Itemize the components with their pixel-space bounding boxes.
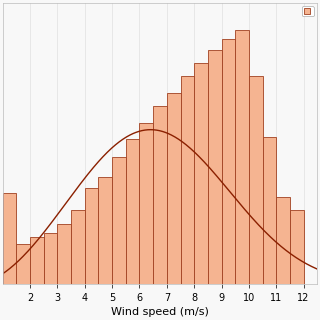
Legend: 	[302, 6, 314, 17]
Bar	[276, 197, 290, 284]
Bar	[112, 157, 126, 284]
Bar	[16, 244, 30, 284]
Bar	[290, 210, 304, 284]
Bar	[85, 188, 99, 284]
Bar	[140, 123, 153, 284]
Bar	[194, 63, 208, 284]
Bar	[153, 106, 167, 284]
Bar	[3, 193, 16, 284]
Bar	[262, 137, 276, 284]
Bar	[180, 76, 194, 284]
Bar	[126, 140, 140, 284]
Bar	[58, 224, 71, 284]
Bar	[71, 210, 85, 284]
Bar	[208, 50, 221, 284]
Bar	[221, 39, 235, 284]
Bar	[249, 76, 262, 284]
Bar	[30, 237, 44, 284]
Bar	[99, 177, 112, 284]
X-axis label: Wind speed (m/s): Wind speed (m/s)	[111, 307, 209, 317]
Bar	[167, 92, 180, 284]
Bar	[44, 233, 58, 284]
Bar	[235, 29, 249, 284]
